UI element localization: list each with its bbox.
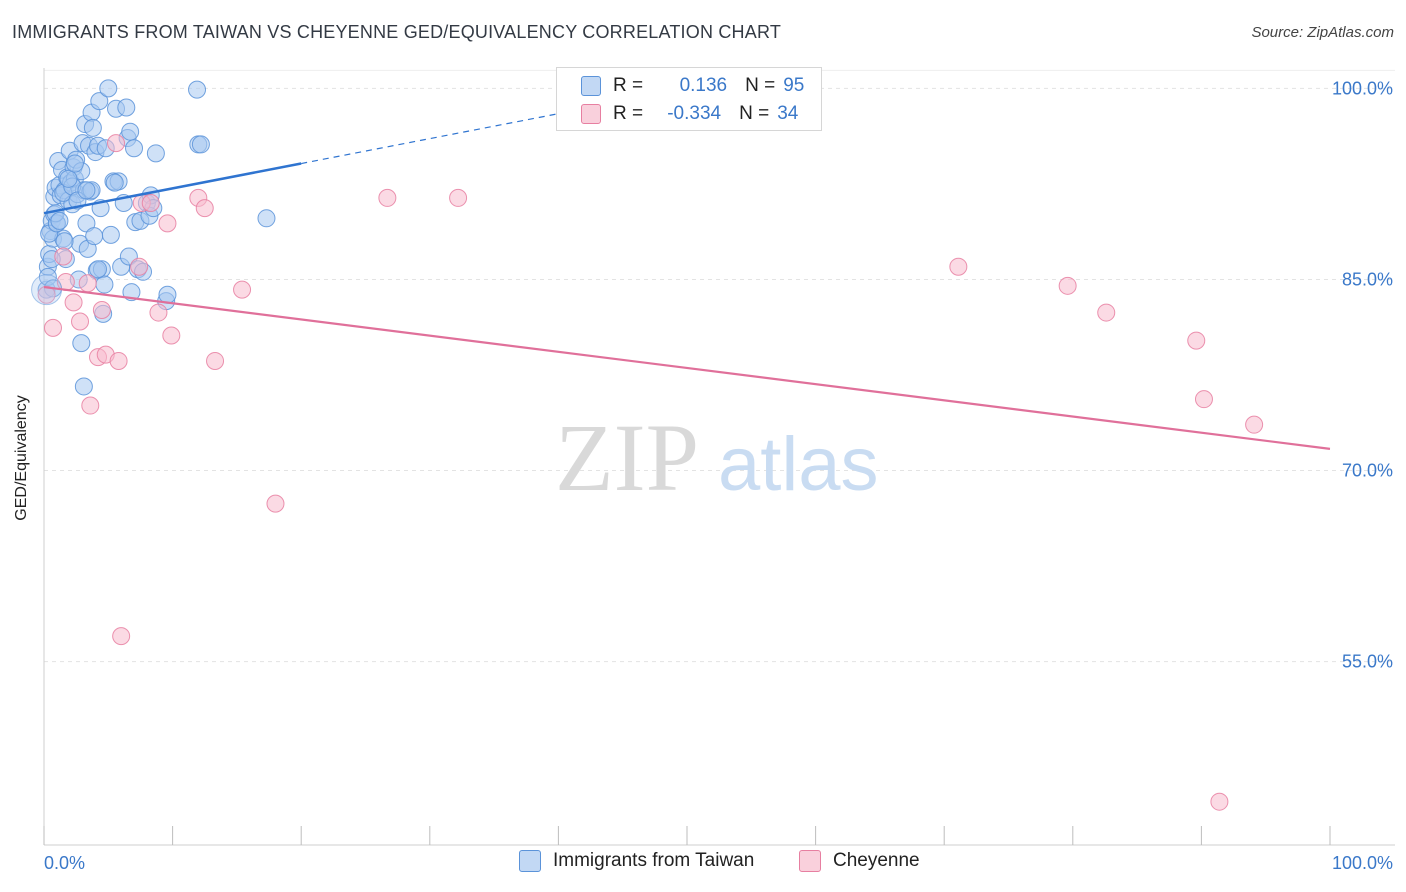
taiwan-point xyxy=(59,169,78,188)
bottom-legend-cheyenne: Cheyenne xyxy=(799,850,920,872)
legend-row-taiwan: R = 0.136 N = 95 xyxy=(557,72,804,100)
chart-title: IMMIGRANTS FROM TAIWAN VS CHEYENNE GED/E… xyxy=(12,22,782,42)
data-points xyxy=(31,79,1264,811)
taiwan-point xyxy=(89,260,108,279)
bottom-legend-label-taiwan: Immigrants from Taiwan xyxy=(553,850,755,871)
cheyenne-point xyxy=(130,257,149,276)
bottom-legend-swatch-cheyenne xyxy=(799,850,821,872)
cheyenne-point xyxy=(162,326,181,345)
legend-n-label: N = xyxy=(739,103,770,124)
legend-box: R = 0.136 N = 95 R = -0.334 N = 34 xyxy=(556,67,822,131)
taiwan-point xyxy=(85,227,104,246)
taiwan-point xyxy=(65,154,84,173)
cheyenne-point xyxy=(233,280,252,299)
y-tick-label: 55.0% xyxy=(1342,652,1393,672)
y-tick-label: 70.0% xyxy=(1342,461,1393,481)
cheyenne-point xyxy=(1097,303,1116,322)
legend-row-cheyenne: R = -0.334 N = 34 xyxy=(557,100,798,128)
cheyenne-point xyxy=(1058,276,1077,295)
cheyenne-point xyxy=(378,188,397,207)
y-tick-label: 100.0% xyxy=(1332,78,1393,98)
bottom-legend: Immigrants from Taiwan Cheyenne xyxy=(0,850,1406,878)
legend-r-label: R = xyxy=(613,103,644,124)
cheyenne-point xyxy=(141,194,160,213)
taiwan-point xyxy=(95,275,114,294)
series-cheyenne xyxy=(37,134,1264,811)
legend-r-value-cheyenne: -0.334 xyxy=(667,103,722,124)
y-tick-label: 85.0% xyxy=(1342,269,1393,289)
legend-r-value-taiwan: 0.136 xyxy=(679,75,728,96)
taiwan-point xyxy=(257,209,276,228)
taiwan-trend-line xyxy=(43,162,302,215)
taiwan-point xyxy=(158,285,177,304)
taiwan-point xyxy=(105,173,124,192)
legend-swatch-cheyenne xyxy=(581,104,601,124)
taiwan-point xyxy=(77,181,96,200)
bottom-legend-swatch-taiwan xyxy=(519,850,541,872)
trend-lines xyxy=(43,105,1331,450)
watermark-zip: ZIP xyxy=(555,404,699,511)
cheyenne-point xyxy=(266,494,285,513)
watermark-atlas: atlas xyxy=(718,422,879,507)
legend-n-value-cheyenne: 34 xyxy=(777,103,799,124)
axes xyxy=(43,68,1395,846)
taiwan-point xyxy=(117,98,136,117)
cheyenne-point xyxy=(1245,415,1264,434)
taiwan-point xyxy=(99,79,118,98)
cheyenne-point xyxy=(1210,792,1229,811)
taiwan-point xyxy=(55,232,74,251)
gridlines xyxy=(44,69,1395,663)
cheyenne-point xyxy=(1187,331,1206,350)
cheyenne-point xyxy=(64,293,83,312)
source-label: Source: ZipAtlas.com xyxy=(1251,24,1394,41)
taiwan-point xyxy=(125,139,144,158)
legend-n-label: N = xyxy=(745,75,776,96)
cheyenne-point xyxy=(195,199,214,218)
watermark: ZIP atlas xyxy=(555,404,879,511)
cheyenne-point xyxy=(92,301,111,320)
cheyenne-point xyxy=(78,274,97,293)
legend-swatch-taiwan xyxy=(581,76,601,96)
taiwan-point xyxy=(122,283,141,302)
taiwan-point xyxy=(101,225,120,244)
bottom-legend-label-cheyenne: Cheyenne xyxy=(833,850,920,871)
cheyenne-point xyxy=(949,257,968,276)
taiwan-point xyxy=(90,92,109,111)
taiwan-point xyxy=(146,144,165,163)
taiwan-point xyxy=(74,377,93,396)
taiwan-point xyxy=(83,118,102,137)
series-taiwan xyxy=(37,79,276,396)
cheyenne-point xyxy=(44,318,63,337)
cheyenne-point xyxy=(158,214,177,233)
tick-labels: 100.0% 85.0% 70.0% 55.0% 0.0% 100.0% xyxy=(44,78,1393,873)
cheyenne-point xyxy=(149,303,168,322)
cheyenne-trend-line xyxy=(43,285,1331,450)
x-tick-label-max: 100.0% xyxy=(1332,853,1393,873)
taiwan-trend-extension xyxy=(301,105,598,165)
cheyenne-point xyxy=(112,627,131,646)
legend-r-label: R = xyxy=(613,75,644,96)
cheyenne-point xyxy=(107,134,126,153)
taiwan-point xyxy=(191,135,210,154)
taiwan-point xyxy=(121,122,140,141)
bottom-legend-taiwan: Immigrants from Taiwan xyxy=(519,850,754,872)
taiwan-point xyxy=(50,211,69,230)
cheyenne-point xyxy=(81,396,100,415)
cheyenne-point xyxy=(1194,390,1213,409)
cheyenne-point xyxy=(449,188,468,207)
legend-n-value-taiwan: 95 xyxy=(783,75,805,96)
cheyenne-point xyxy=(37,285,56,304)
taiwan-point xyxy=(188,80,207,99)
cheyenne-point xyxy=(71,312,90,331)
cheyenne-point xyxy=(206,351,225,370)
taiwan-point xyxy=(72,334,91,353)
cheyenne-point xyxy=(109,351,128,370)
x-tick-label-min: 0.0% xyxy=(44,853,85,873)
cheyenne-point xyxy=(54,247,73,266)
